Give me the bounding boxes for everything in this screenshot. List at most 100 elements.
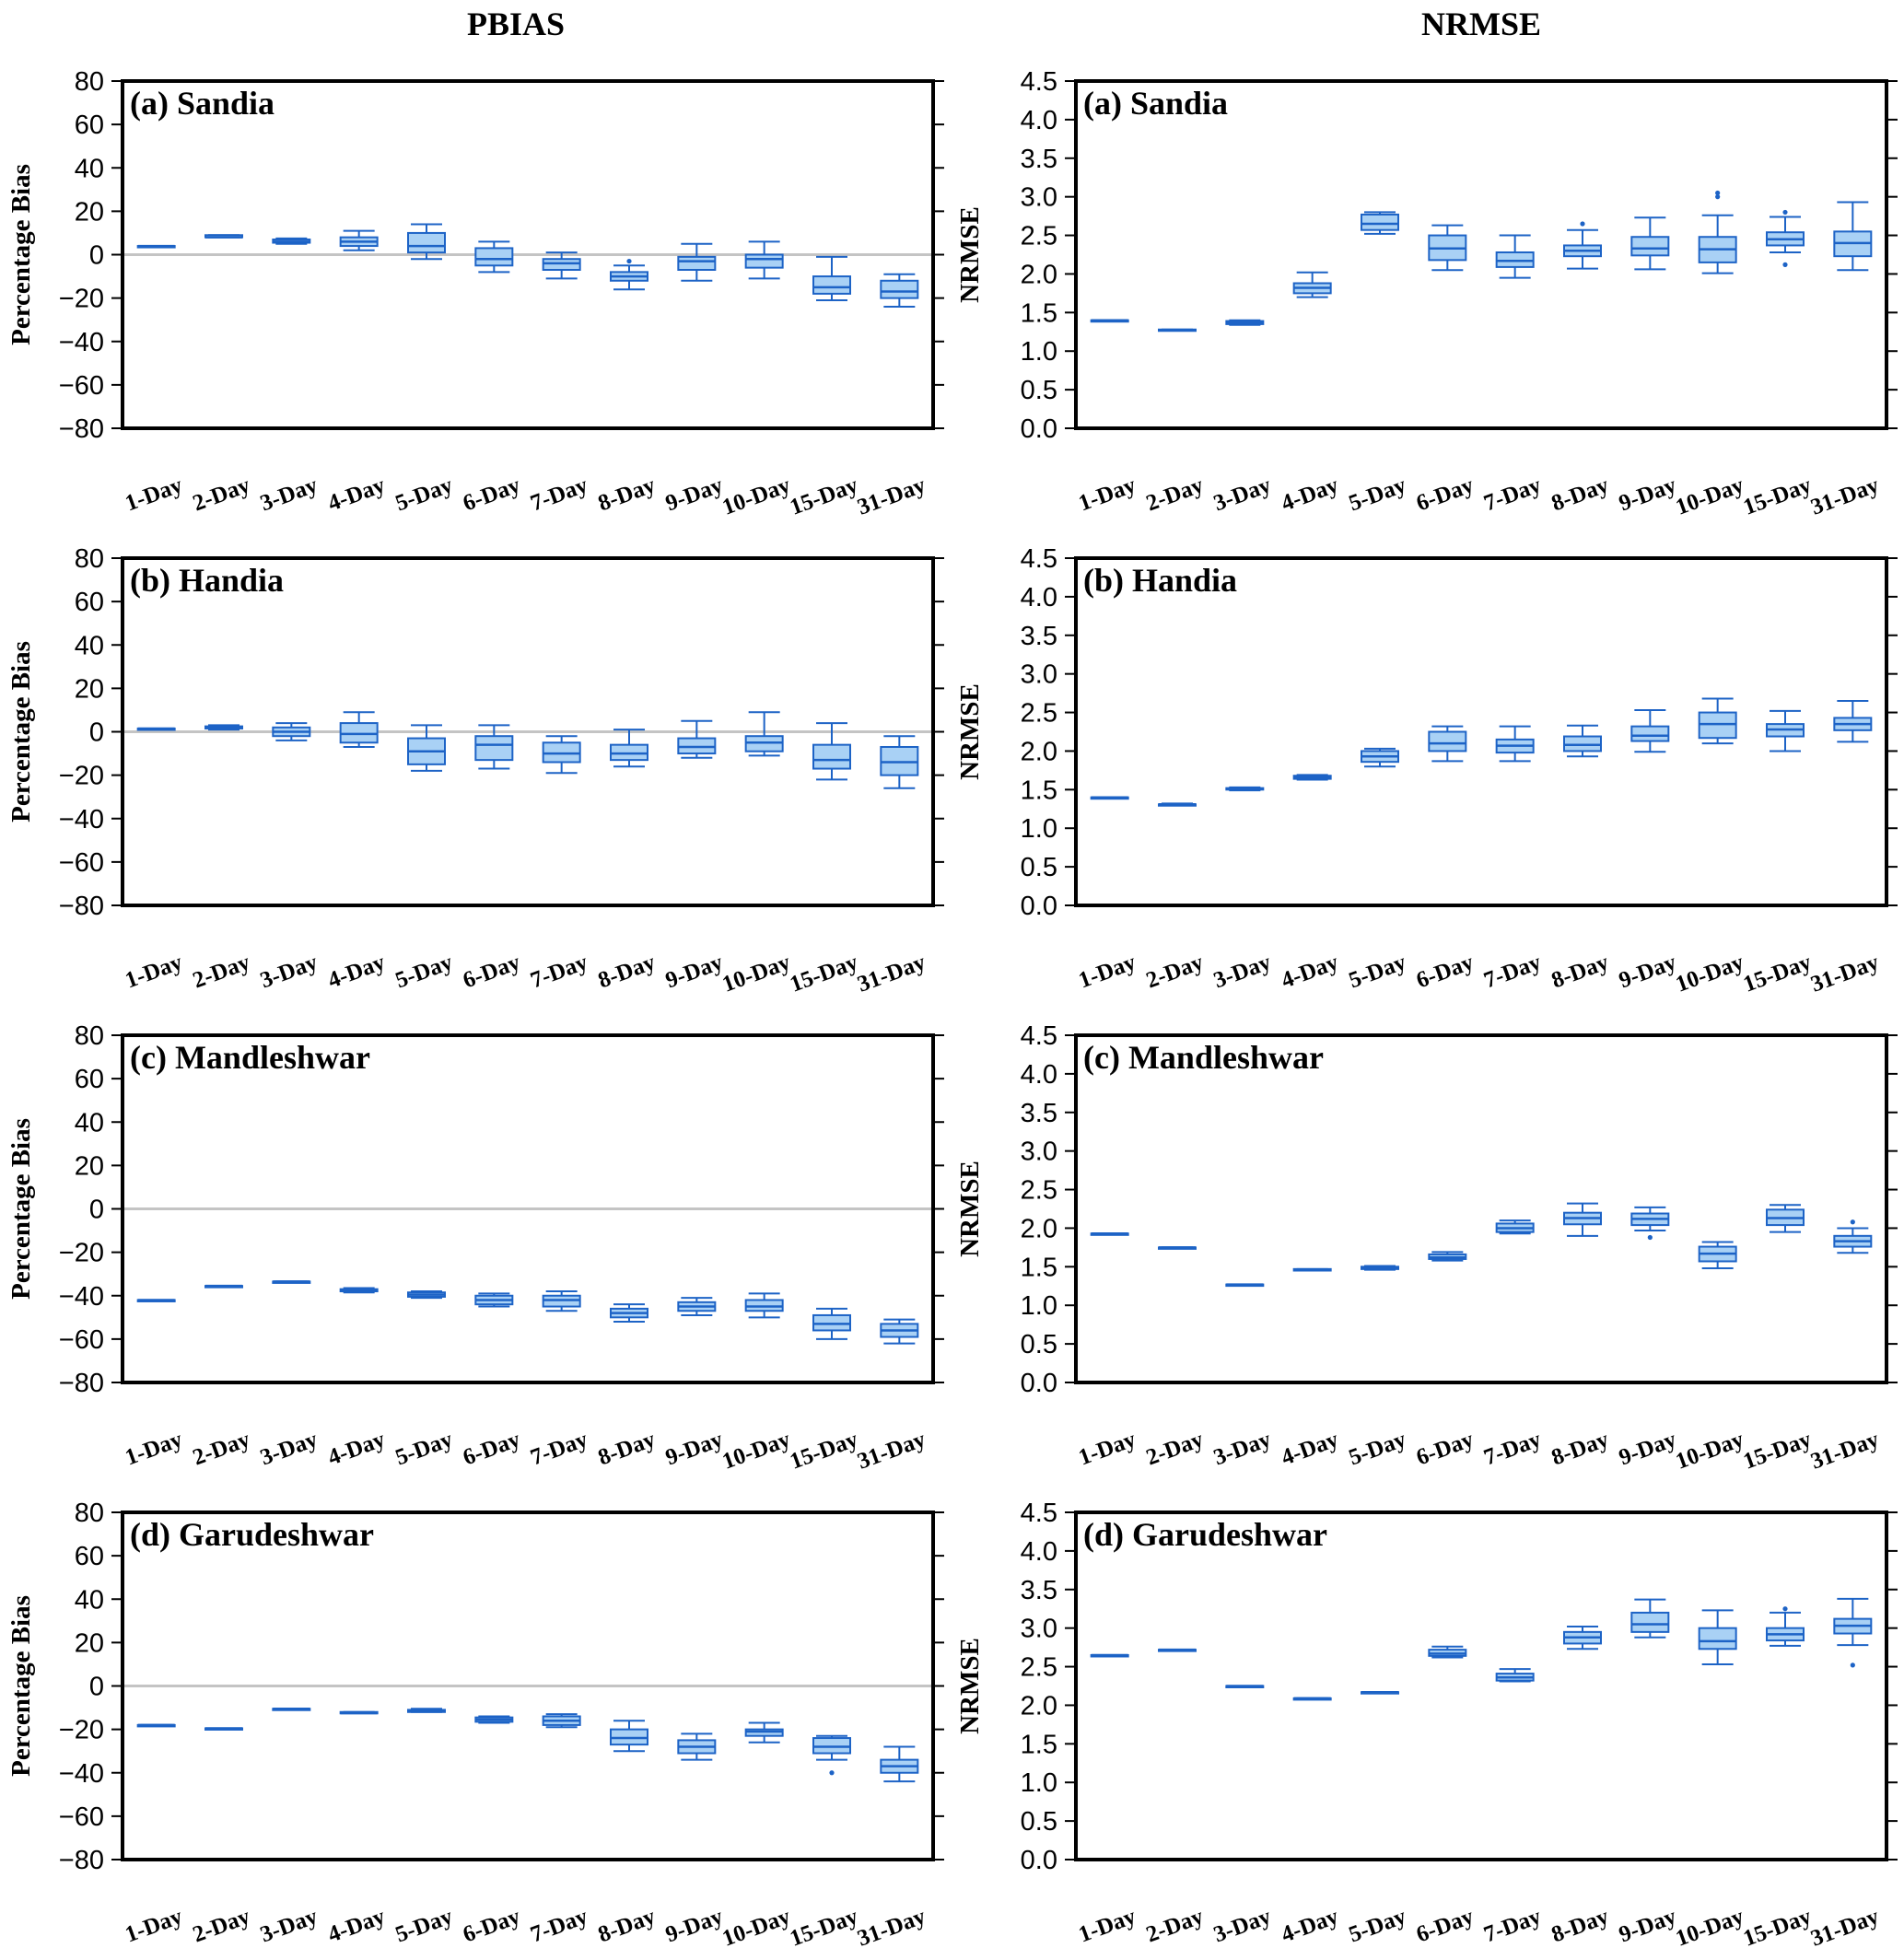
chart-2-box-7-Day: [1495, 234, 1535, 279]
chart-1-xtick-label: 3-Day: [257, 472, 321, 516]
chart-7-xtick-label: 8-Day: [595, 1904, 660, 1947]
chart-7-box-5-Day: [407, 1708, 446, 1713]
chart-4-box-9-Day: [1630, 709, 1670, 753]
chart-7-ytick-label: 20: [75, 1628, 104, 1658]
iqr-box: [1563, 735, 1602, 752]
chart-1-box-3-Day: [272, 237, 311, 245]
chart-6-ytick-label: 1.0: [1021, 1291, 1057, 1321]
chart-3-ytick-label: 80: [75, 544, 104, 574]
chart-6-xtick-label: 9-Day: [1616, 1427, 1680, 1470]
chart-3-box-3-Day: [272, 722, 311, 741]
iqr-box: [744, 253, 784, 269]
chart-4-ytick-label: 0.5: [1021, 853, 1057, 882]
chart-3-box-8-Day: [610, 729, 648, 768]
chart-2-ylabel: NRMSE: [955, 206, 985, 303]
chart-1: 80 60 40 20 0 −20 −40 −60 −80 (a) Sandia Percentag…: [6, 67, 944, 520]
chart-1-xtick-label: 15-Day: [787, 472, 861, 520]
chart-2: 4.5 4.0 3.5 3.0 2.5 2.0 1.5 1.0 0.5 0.0 (a) Sandia…: [955, 67, 1898, 520]
chart-7-xtick-label: 4-Day: [324, 1904, 389, 1947]
chart-5-ytick-label: 0: [89, 1196, 104, 1225]
chart-7-ytick-label: −80: [59, 1846, 104, 1875]
chart-2-ytick-label: 1.5: [1021, 298, 1057, 328]
chart-1-xtick-label: 2-Day: [190, 472, 254, 516]
chart-1-box-9-Day: [677, 242, 717, 282]
chart-5-ytick-label: −40: [59, 1282, 104, 1312]
chart-8-xtick-label: 3-Day: [1210, 1904, 1275, 1947]
chart-3-ytick-label: 0: [89, 718, 104, 748]
chart-6-box-31-Day: [1833, 1219, 1873, 1254]
chart-2-xtick-label: 6-Day: [1413, 472, 1478, 516]
chart-8-box-31-Day: [1833, 1597, 1873, 1668]
chart-8-xtick-label: 6-Day: [1413, 1904, 1478, 1947]
chart-3-xtick-label: 10-Day: [719, 950, 794, 997]
chart-4-xtick-label: 7-Day: [1480, 950, 1545, 993]
chart-8-ytick-label: 2.5: [1021, 1653, 1057, 1683]
chart-8-xtick-label: 1-Day: [1075, 1904, 1139, 1947]
chart-6-ytick-label: 0.0: [1021, 1369, 1057, 1398]
chart-5-xtick-label: 3-Day: [257, 1427, 321, 1470]
chart-6-xtick-label: 2-Day: [1143, 1427, 1208, 1470]
chart-2-xtick-label: 31-Day: [1807, 472, 1882, 520]
chart-2-title: (a) Sandia: [1083, 85, 1228, 122]
chart-4-box-4-Day: [1292, 774, 1332, 781]
chart-8-box-1-Day: [1090, 1653, 1129, 1658]
chart-7-ytick-label: 40: [75, 1585, 104, 1615]
chart-8-box-3-Day: [1225, 1685, 1265, 1688]
chart-4-box-1-Day: [1090, 796, 1129, 800]
chart-1-box-5-Day: [407, 223, 446, 261]
chart-2-xtick-label: 2-Day: [1143, 472, 1208, 516]
chart-6-plot-frame: [1074, 1033, 1888, 1384]
chart-4-box-15-Day: [1766, 709, 1805, 752]
chart-6-xtick-label: 8-Day: [1548, 1427, 1613, 1470]
chart-2-box-2-Day: [1158, 328, 1197, 332]
chart-5-box-3-Day: [272, 1280, 311, 1284]
chart-8-ytick-label: 3.5: [1021, 1576, 1057, 1605]
chart-6-box-9-Day: [1630, 1206, 1670, 1241]
chart-1-xtick-label: 9-Day: [662, 472, 727, 516]
chart-1-box-2-Day: [204, 234, 243, 239]
chart-6-xtick-label: 1-Day: [1075, 1427, 1139, 1470]
outlier-point: [829, 1770, 835, 1776]
chart-5-box-31-Day: [880, 1318, 919, 1345]
chart-3-title: (b) Handia: [130, 562, 284, 599]
chart-8-ytick-label: 1.0: [1021, 1768, 1057, 1798]
chart-5-ytick-label: 60: [75, 1065, 104, 1094]
chart-7-box-3-Day: [272, 1707, 311, 1711]
chart-1-ytick-label: 40: [75, 154, 104, 183]
chart-4-box-3-Day: [1225, 786, 1265, 792]
pbias-column-title: PBIAS: [467, 6, 565, 42]
outlier-point: [1782, 209, 1788, 216]
chart-6-ytick-label: 2.5: [1021, 1176, 1057, 1206]
chart-6-ytick-label: 3.5: [1021, 1099, 1057, 1128]
chart-5-box-8-Day: [610, 1303, 648, 1324]
chart-2-xtick-label: 8-Day: [1548, 472, 1613, 516]
iqr-box: [1428, 730, 1467, 752]
chart-1-ytick-label: 80: [75, 67, 104, 97]
chart-8-box-10-Day: [1698, 1609, 1737, 1666]
chart-6-title: (c) Mandleshwar: [1083, 1039, 1324, 1076]
chart-1-ytick-label: −20: [59, 285, 104, 314]
chart-4-xtick-label: 10-Day: [1673, 950, 1747, 997]
chart-4-box-5-Day: [1361, 747, 1399, 768]
chart-2-xtick-label: 4-Day: [1278, 472, 1342, 516]
chart-4-box-10-Day: [1698, 697, 1737, 745]
chart-3-ytick-label: −60: [59, 848, 104, 878]
iqr-box: [1630, 236, 1670, 257]
chart-3-xtick-label: 5-Day: [392, 950, 457, 993]
chart-7-xtick-label: 1-Day: [122, 1904, 186, 1947]
chart-8-box-15-Day: [1766, 1606, 1805, 1647]
chart-6-box-8-Day: [1563, 1202, 1602, 1237]
chart-6-box-15-Day: [1766, 1204, 1805, 1233]
chart-5-ytick-label: −20: [59, 1239, 104, 1268]
chart-7-xtick-label: 31-Day: [854, 1904, 929, 1948]
chart-7-ytick-label: 0: [89, 1673, 104, 1702]
chart-1-ylabel: Percentage Bias: [6, 164, 36, 345]
chart-4-ytick-label: 3.0: [1021, 660, 1057, 690]
chart-1-title: (a) Sandia: [130, 85, 275, 122]
chart-6-xtick-label: 4-Day: [1278, 1427, 1342, 1470]
chart-3-ytick-label: 60: [75, 588, 104, 617]
chart-2-box-1-Day: [1090, 319, 1129, 323]
chart-1-xtick-label: 1-Day: [122, 472, 186, 516]
chart-2-xtick-label: 7-Day: [1480, 472, 1545, 516]
chart-7-ylabel: Percentage Bias: [6, 1595, 36, 1777]
